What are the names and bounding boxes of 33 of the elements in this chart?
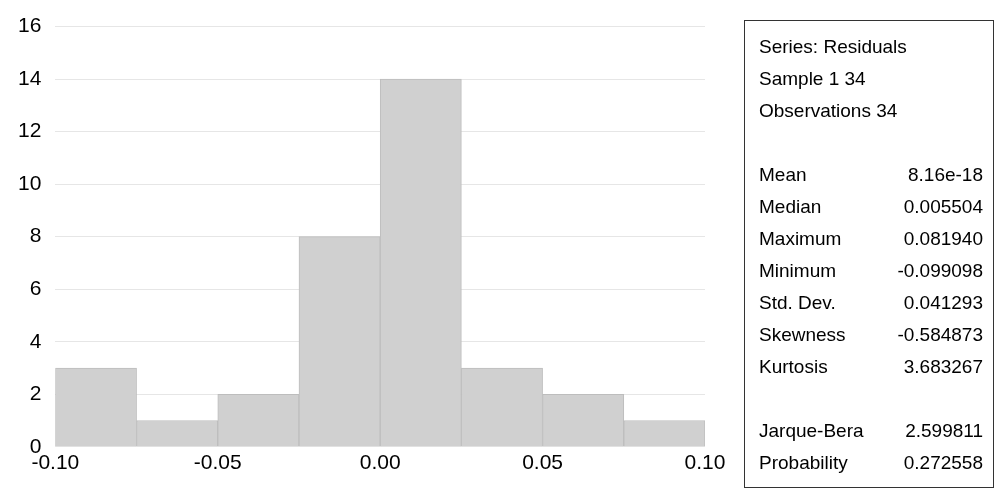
y-tick-label: 4 [29, 328, 42, 352]
text: Sample 1 34 [759, 67, 867, 91]
text: 0.272558 [903, 452, 983, 473]
y-tick-label: 2 [29, 381, 42, 405]
text: 0.005504 [903, 196, 983, 217]
y-tick-label: 16 [18, 13, 42, 37]
x-tick-label: 0.05 [522, 450, 564, 474]
text: Series: Residuals [759, 35, 908, 59]
category-label: Probability [759, 451, 848, 475]
category-label: Maximum [759, 227, 842, 251]
category-label: Minimum [759, 259, 837, 283]
category-label: Mean [759, 163, 807, 187]
text: 8.16e-18 [907, 164, 983, 185]
y-tick-label: 10 [18, 170, 42, 194]
text: -0.584873 [897, 324, 983, 345]
text: Observations 34 [759, 99, 899, 123]
category-label: Median [759, 195, 822, 219]
text: 3.683267 [903, 356, 983, 377]
category-label: Std. Dev. [759, 291, 836, 315]
y-tick-label: 12 [18, 118, 42, 142]
x-tick-label: 0.10 [684, 450, 726, 474]
x-tick-label: 0.00 [359, 450, 401, 474]
text: 0.041293 [903, 292, 983, 313]
text: 2.599811 [905, 420, 983, 441]
text: 0.081940 [903, 228, 983, 249]
y-tick-label: 14 [18, 65, 42, 89]
y-tick-label: 8 [29, 223, 42, 247]
category-label: Skewness [759, 323, 846, 347]
text: -0.099098 [897, 260, 983, 281]
y-tick-label: 6 [29, 276, 42, 300]
category-label: Jarque-Bera [759, 419, 864, 443]
category-label: Kurtosis [759, 355, 828, 379]
x-tick-label: -0.05 [193, 450, 242, 474]
